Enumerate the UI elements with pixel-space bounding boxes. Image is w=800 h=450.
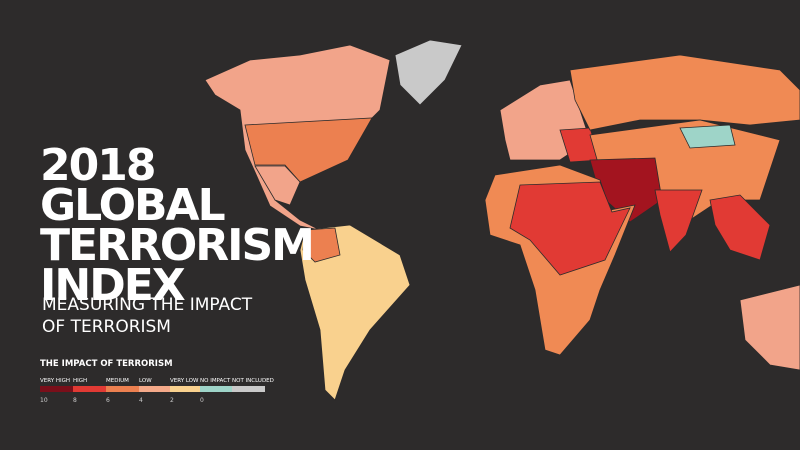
colombia [302,227,341,263]
legend-swatch [40,386,73,392]
australia [739,284,800,371]
subtitle-line: MEASURING THE IMPACT [42,295,253,315]
legend-scale: 0 [200,397,204,404]
mexico [254,165,301,206]
legend-swatch [73,386,106,392]
southeast-asia [709,194,771,261]
south-america [299,224,411,401]
legend-swatch [106,386,139,392]
mongolia [679,124,736,149]
title-line: GLOBAL [40,180,225,231]
legend-label: VERY HIGH [40,378,70,384]
legend-label: LOW [139,378,152,384]
sahel [509,181,631,276]
legend-swatch [232,386,265,392]
world-map [204,39,800,401]
legend-scale: 10 [40,397,48,404]
legend-scale: 2 [170,397,174,404]
title-line: TERRORISM [40,220,313,271]
legend-swatch [170,386,200,392]
legend-label: HIGH [73,378,87,384]
legend-scale: 6 [106,397,110,404]
legend-swatch [139,386,170,392]
legend-label: NO IMPACT [200,378,231,384]
greenland [394,39,463,106]
russia [569,54,800,131]
legend-title: THE IMPACT OF TERRORISM [40,359,173,369]
legend-scale: 8 [73,397,77,404]
legend-label: VERY LOW [170,378,199,384]
title-line: 2018 [40,140,154,191]
india [654,189,703,253]
title-line: INDEX [40,260,186,311]
legend-scale: 4 [139,397,143,404]
legend-label: MEDIUM [106,378,129,384]
title: 2018 GLOBAL TERRORISM INDEX MEASURING TH… [40,140,315,337]
subtitle-line: OF TERRORISM [42,317,171,337]
legend-label: NOT INCLUDED [232,378,274,384]
legend-swatch [200,386,232,392]
legend: THE IMPACT OF TERRORISM VERY HIGH HIGH M… [40,359,274,404]
